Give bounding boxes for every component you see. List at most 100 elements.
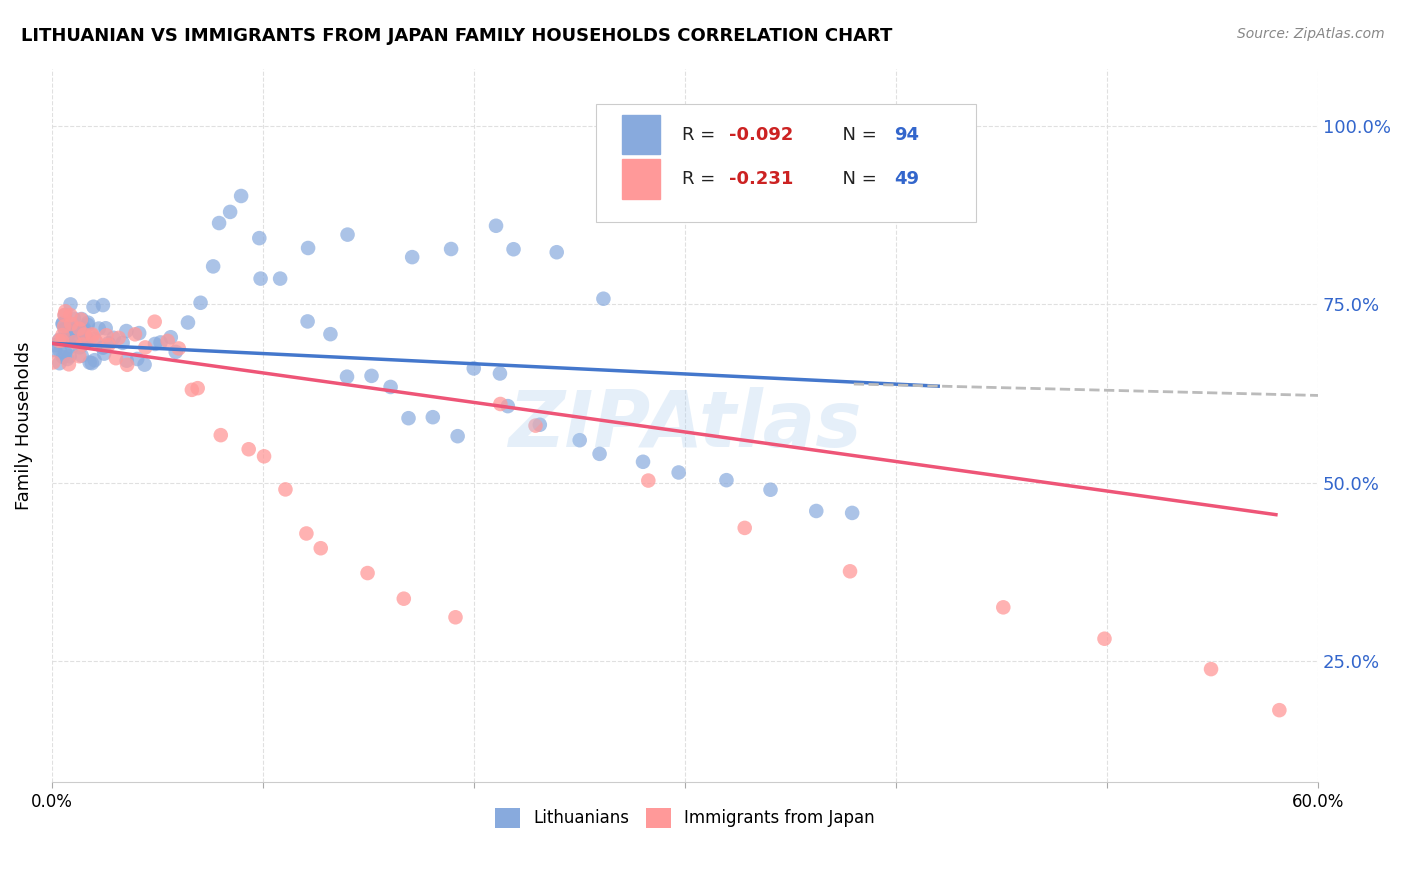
Point [422, 410, 444, 425]
Text: -0.231: -0.231 [730, 169, 793, 188]
Point [229, 189, 252, 203]
Point [48, 356, 70, 370]
Point [73, 323, 96, 337]
Point [398, 411, 420, 425]
Point [190, 295, 212, 310]
Point [44, 338, 66, 352]
Point [55, 333, 77, 347]
Point [167, 342, 190, 356]
Point [759, 483, 782, 497]
Point [67, 333, 90, 347]
Point [637, 474, 659, 488]
Point [159, 330, 181, 344]
Point [716, 473, 738, 487]
Y-axis label: Family Households: Family Households [15, 341, 32, 509]
Text: LITHUANIAN VS IMMIGRANTS FROM JAPAN FAMILY HOUSEHOLDS CORRELATION CHART: LITHUANIAN VS IMMIGRANTS FROM JAPAN FAMI… [21, 27, 893, 45]
Point [93, 340, 115, 354]
Point [58, 324, 80, 338]
Point [60, 339, 83, 353]
Point [295, 526, 318, 541]
Point [72, 337, 94, 351]
Point [165, 345, 187, 359]
Point [51, 334, 73, 348]
Point [75, 330, 97, 344]
Point [156, 334, 179, 348]
Point [73, 334, 96, 348]
Point [48, 334, 70, 348]
Point [75, 334, 97, 349]
Point [83, 332, 105, 346]
Point [76, 318, 98, 332]
Point [841, 506, 863, 520]
Point [51, 328, 73, 343]
Point [107, 331, 129, 345]
Text: N =: N = [831, 169, 882, 188]
Point [489, 397, 512, 411]
Point [187, 381, 209, 395]
Bar [621, 115, 659, 154]
Point [124, 327, 146, 342]
Point [319, 327, 342, 342]
Point [53, 304, 76, 318]
Point [93, 346, 115, 360]
Point [82, 327, 104, 342]
Point [496, 399, 519, 413]
Point [356, 566, 378, 580]
Point [63, 335, 86, 350]
Point [52, 350, 75, 364]
Point [67, 349, 90, 363]
Point [82, 329, 104, 343]
Point [588, 447, 610, 461]
Point [524, 418, 547, 433]
Point [103, 331, 125, 345]
Point [67, 322, 90, 336]
Point [202, 260, 225, 274]
Point [209, 428, 232, 442]
Point [502, 242, 524, 256]
Point [91, 341, 114, 355]
Point [208, 216, 231, 230]
Point [993, 600, 1015, 615]
Point [297, 314, 319, 328]
Point [69, 330, 91, 344]
Point [149, 335, 172, 350]
Point [734, 521, 756, 535]
Point [59, 297, 82, 311]
Point [546, 245, 568, 260]
Point [360, 368, 382, 383]
Point [401, 250, 423, 264]
Point [91, 298, 114, 312]
Point [104, 351, 127, 366]
Point [44, 343, 66, 358]
Point [529, 417, 551, 432]
Point [69, 340, 91, 354]
Text: 94: 94 [894, 126, 920, 144]
Point [86, 335, 108, 350]
Point [249, 271, 271, 285]
Point [59, 349, 82, 363]
Point [53, 308, 76, 322]
Point [53, 334, 76, 348]
Point [336, 227, 359, 242]
Text: R =: R = [682, 126, 721, 144]
Point [485, 219, 508, 233]
Point [440, 242, 463, 256]
Point [238, 442, 260, 457]
FancyBboxPatch shape [596, 104, 976, 222]
Point [839, 564, 862, 578]
Point [49, 344, 72, 359]
Point [128, 326, 150, 340]
Point [592, 292, 614, 306]
Point [42, 355, 65, 369]
Point [444, 610, 467, 624]
Point [53, 322, 76, 336]
Bar [621, 160, 659, 199]
Point [52, 317, 75, 331]
Text: -0.092: -0.092 [730, 126, 793, 144]
Point [115, 358, 138, 372]
Point [70, 349, 93, 363]
Point [83, 353, 105, 368]
Point [58, 326, 80, 341]
Point [274, 483, 297, 497]
Point [143, 337, 166, 351]
